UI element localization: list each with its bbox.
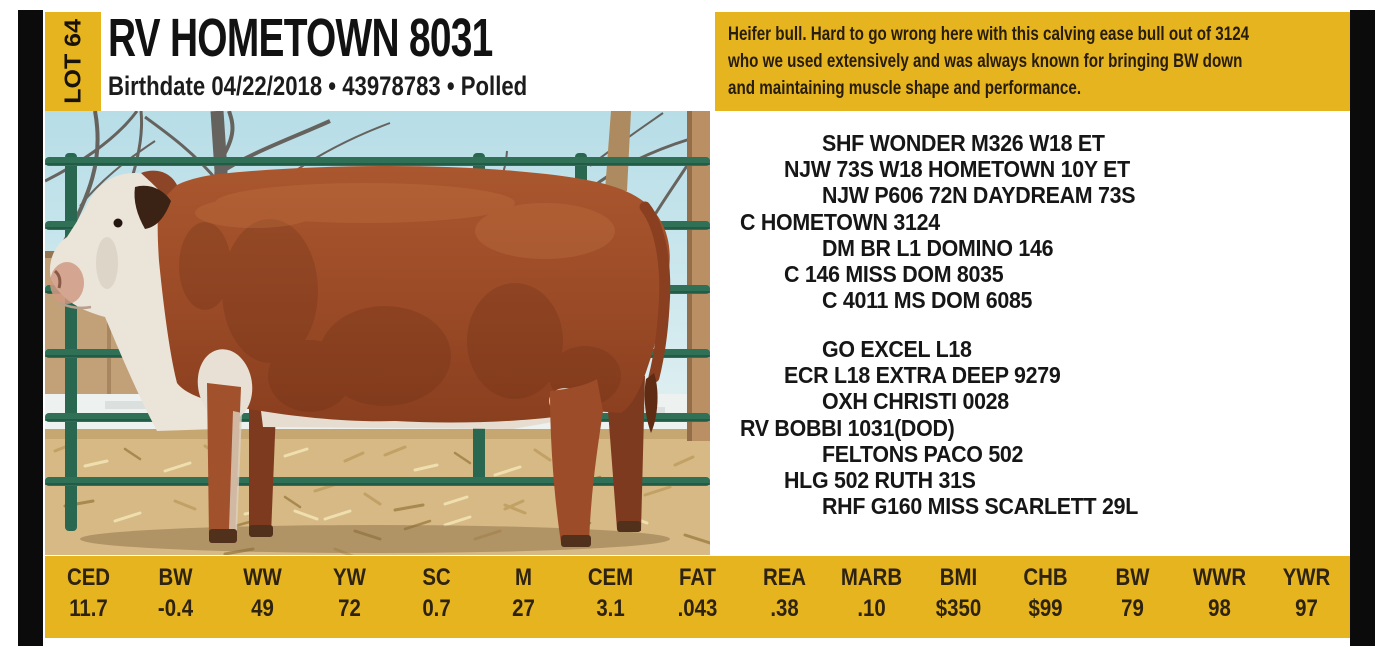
epd-value: 0.7 bbox=[422, 595, 451, 622]
epd-value: $350 bbox=[935, 595, 982, 622]
epd-label: BW bbox=[1115, 564, 1150, 591]
epd-value: .043 bbox=[677, 595, 718, 622]
wood-pole bbox=[687, 111, 710, 441]
epd-column: WWR 98 bbox=[1176, 556, 1263, 638]
lot-number: LOT 64 bbox=[59, 19, 86, 104]
hereford-bull bbox=[49, 165, 671, 547]
epd-label: BW bbox=[158, 564, 193, 591]
epd-column: CED 11.7 bbox=[45, 556, 132, 638]
epd-label: FAT bbox=[678, 564, 717, 591]
pedigree-entry: ECR L18 EXTRA DEEP 9279 bbox=[784, 362, 1061, 389]
pedigree-entry: RV BOBBI 1031(DOD) bbox=[740, 414, 955, 441]
epd-label: WWR bbox=[1192, 564, 1247, 591]
pedigree-dam-block: GO EXCEL L18 ECR L18 EXTRA DEEP 9279 OXH C… bbox=[740, 336, 1350, 519]
description-line: and maintaining muscle shape and perform… bbox=[728, 78, 1082, 99]
description-line: who we used extensively and was always k… bbox=[728, 51, 1243, 72]
epd-column: FAT .043 bbox=[654, 556, 741, 638]
pedigree-entry: DM BR L1 DOMINO 146 bbox=[822, 234, 1054, 261]
tree-trunk bbox=[605, 111, 631, 191]
pedigree-entry: C 4011 MS DOM 6085 bbox=[822, 287, 1033, 314]
pedigree-sire-block: SHF WONDER M326 W18 ET NJW 73S W18 HOMETO… bbox=[740, 130, 1350, 313]
epd-column: BW 79 bbox=[1089, 556, 1176, 638]
description-box: Heifer bull. Hard to go wrong here with … bbox=[715, 12, 1350, 111]
epd-value: 49 bbox=[251, 595, 274, 622]
epd-column: WW 49 bbox=[219, 556, 306, 638]
pedigree-entry: RHF G160 MISS SCARLETT 29L bbox=[822, 493, 1139, 520]
epd-label: BMI bbox=[939, 564, 978, 591]
epd-column: M 27 bbox=[480, 556, 567, 638]
epd-value: .10 bbox=[857, 595, 886, 622]
epd-column: BW -0.4 bbox=[132, 556, 219, 638]
epd-column: YW 72 bbox=[306, 556, 393, 638]
epd-label: SC bbox=[422, 564, 451, 591]
epd-label: YW bbox=[333, 564, 366, 591]
right-frame-bar bbox=[1350, 10, 1375, 646]
pedigree-entry: NJW 73S W18 HOMETOWN 10Y ET bbox=[784, 156, 1130, 183]
page-subtitle: Birthdate 04/22/2018 • 43978783 • Polled bbox=[108, 71, 528, 101]
epd-value: 72 bbox=[338, 595, 361, 622]
pedigree-entry: SHF WONDER M326 W18 ET bbox=[822, 130, 1105, 156]
pedigree-entry: C HOMETOWN 3124 bbox=[740, 208, 940, 235]
left-frame-bar bbox=[18, 10, 43, 646]
epd-column: YWR 97 bbox=[1263, 556, 1350, 638]
epd-value: 3.1 bbox=[596, 595, 625, 622]
lot-badge: LOT 64 bbox=[45, 12, 101, 111]
epd-value: 97 bbox=[1295, 595, 1318, 622]
epd-column: REA .38 bbox=[741, 556, 828, 638]
pedigree-entry: NJW P606 72N DAYDREAM 73S bbox=[822, 182, 1136, 209]
epd-column: MARB .10 bbox=[828, 556, 915, 638]
description-line: Heifer bull. Hard to go wrong here with … bbox=[728, 24, 1250, 45]
epd-label: REA bbox=[762, 564, 807, 591]
epd-value: 98 bbox=[1208, 595, 1231, 622]
pedigree-entry: FELTONS PACO 502 bbox=[822, 440, 1024, 467]
epd-value: 27 bbox=[512, 595, 535, 622]
epd-value: .38 bbox=[770, 595, 799, 622]
pedigree-entry: OXH CHRISTI 0028 bbox=[822, 388, 1009, 415]
epd-value: 79 bbox=[1121, 595, 1144, 622]
epd-value: 11.7 bbox=[69, 595, 108, 622]
bull-photo bbox=[45, 111, 710, 555]
epd-value: $99 bbox=[1028, 595, 1063, 622]
epd-label: M bbox=[515, 564, 532, 591]
epd-label: CEM bbox=[587, 564, 634, 591]
epd-column: SC 0.7 bbox=[393, 556, 480, 638]
epd-column: BMI $350 bbox=[915, 556, 1002, 638]
epd-column: CHB $99 bbox=[1002, 556, 1089, 638]
epd-value: -0.4 bbox=[157, 595, 194, 622]
epd-label: MARB bbox=[840, 564, 903, 591]
epd-label: YWR bbox=[1282, 564, 1331, 591]
epd-label: WW bbox=[243, 564, 282, 591]
page-title: RV HOMETOWN 8031 bbox=[108, 8, 493, 68]
epd-label: CED bbox=[66, 564, 111, 591]
epd-label: CHB bbox=[1023, 564, 1068, 591]
pedigree-entry: HLG 502 RUTH 31S bbox=[784, 467, 976, 494]
epd-stats-bar: CED 11.7 BW -0.4 WW 49 YW 72 SC 0.7 M 27 CEM 3.1 FAT .0… bbox=[45, 556, 1350, 638]
pedigree-entry: GO EXCEL L18 bbox=[822, 336, 972, 362]
pedigree-entry: C 146 MISS DOM 8035 bbox=[784, 261, 1004, 288]
epd-column: CEM 3.1 bbox=[567, 556, 654, 638]
